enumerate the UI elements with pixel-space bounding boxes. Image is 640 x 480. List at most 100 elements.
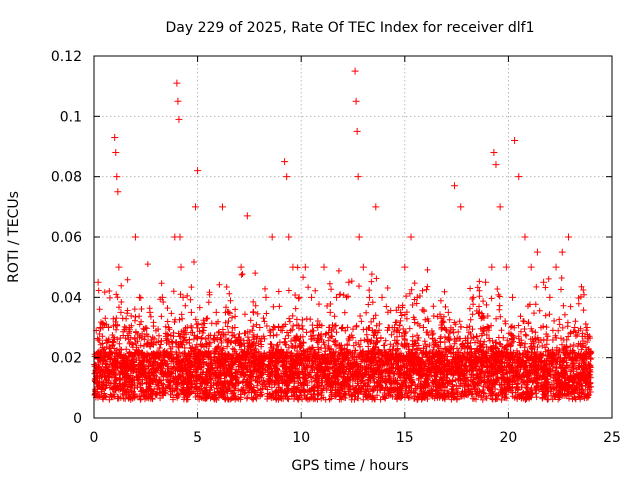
- roti-point: [225, 308, 233, 316]
- axis-ticks: [93, 55, 613, 419]
- roti-point: [121, 354, 129, 362]
- roti-point: [571, 324, 579, 331]
- roti-point: [237, 263, 245, 271]
- roti-point: [390, 324, 398, 331]
- roti-point: [117, 308, 125, 316]
- y-tick-label: 0.02: [51, 351, 82, 367]
- chart-title: Day 229 of 2025, Rate Of TEC Index for r…: [166, 20, 535, 36]
- roti-point: [359, 263, 367, 271]
- roti-point: [281, 158, 289, 166]
- roti-point: [289, 263, 297, 271]
- roti-point: [165, 324, 173, 331]
- roti-point: [332, 293, 340, 301]
- x-tick-label: 0: [90, 430, 99, 446]
- roti-point: [136, 293, 144, 301]
- roti-point: [96, 324, 104, 331]
- roti-point: [552, 263, 560, 271]
- y-tick-label: 0: [73, 411, 82, 427]
- y-axis-label: ROTI / TECUs: [6, 191, 22, 283]
- roti-point: [146, 308, 154, 316]
- y-tick-label: 0.06: [51, 230, 82, 246]
- roti-point: [274, 324, 282, 331]
- roti-point: [419, 324, 427, 331]
- roti-point: [174, 97, 182, 105]
- roti-point: [243, 212, 251, 220]
- roti-point: [397, 308, 405, 316]
- roti-point: [407, 233, 415, 241]
- roti-point: [444, 308, 452, 316]
- roti-point: [250, 308, 258, 316]
- y-tick-label: 0.12: [51, 49, 82, 65]
- roti-point: [426, 354, 434, 362]
- roti-point: [558, 248, 566, 256]
- roti-point: [179, 293, 187, 301]
- x-tick-label: 5: [193, 430, 202, 446]
- roti-point: [326, 308, 334, 316]
- roti-point: [314, 324, 322, 331]
- roti-point: [212, 308, 220, 316]
- x-tick-label: 25: [603, 430, 621, 446]
- roti-point: [521, 233, 529, 241]
- roti-point: [345, 278, 353, 286]
- x-axis-label: GPS time / hours: [291, 458, 408, 474]
- roti-point: [463, 324, 471, 331]
- roti-point: [352, 97, 360, 105]
- roti-point: [457, 203, 465, 211]
- roti-point: [231, 324, 239, 331]
- roti-point: [200, 324, 208, 331]
- x-tick-label: 15: [396, 430, 414, 446]
- roti-point: [94, 278, 102, 286]
- x-tick-label: 10: [292, 430, 310, 446]
- roti-point: [533, 248, 541, 256]
- roti-point: [583, 324, 591, 331]
- roti-point: [206, 339, 214, 347]
- roti-point: [113, 173, 121, 181]
- roti-point: [187, 308, 195, 316]
- roti-point: [176, 233, 184, 241]
- roti-point: [378, 293, 386, 301]
- roti-point: [173, 79, 181, 87]
- roti-point: [490, 149, 498, 157]
- roti-point: [114, 188, 122, 196]
- roti-point: [451, 182, 459, 190]
- y-tick-label: 0.1: [60, 109, 82, 125]
- roti-point: [475, 308, 483, 316]
- roti-point: [492, 161, 500, 169]
- roti-point: [100, 354, 108, 362]
- roti-point: [320, 263, 328, 271]
- roti-point: [295, 293, 303, 301]
- roti-point: [496, 203, 504, 211]
- roti-point: [131, 233, 139, 241]
- roti-point: [218, 203, 226, 211]
- roti-point: [194, 167, 202, 175]
- roti-point: [109, 339, 117, 347]
- roti-point: [339, 324, 347, 331]
- roti-point: [564, 233, 572, 241]
- roti-point: [112, 149, 120, 157]
- roti-point: [509, 293, 517, 301]
- roti-point: [177, 263, 185, 271]
- roti-point: [140, 354, 148, 362]
- roti-point: [192, 203, 200, 211]
- roti-point: [175, 115, 183, 123]
- roti-point: [256, 324, 264, 331]
- roti-point: [511, 136, 519, 144]
- roti-point: [285, 233, 293, 241]
- roti-point: [482, 278, 490, 286]
- roti-point: [432, 339, 440, 347]
- roti-point: [384, 324, 392, 331]
- y-tick-label: 0.04: [51, 290, 82, 306]
- roti-point: [488, 263, 496, 271]
- roti-point: [125, 324, 133, 331]
- roti-point: [413, 293, 421, 301]
- roti-point: [268, 233, 276, 241]
- roti-point: [546, 293, 554, 301]
- roti-point: [351, 67, 359, 75]
- roti-point: [540, 278, 548, 286]
- roti-point: [152, 339, 160, 347]
- roti-point: [158, 293, 166, 301]
- roti-point: [308, 293, 316, 301]
- roti-point: [105, 324, 113, 331]
- roti-point: [111, 133, 119, 141]
- y-tick-label: 0.08: [51, 170, 82, 186]
